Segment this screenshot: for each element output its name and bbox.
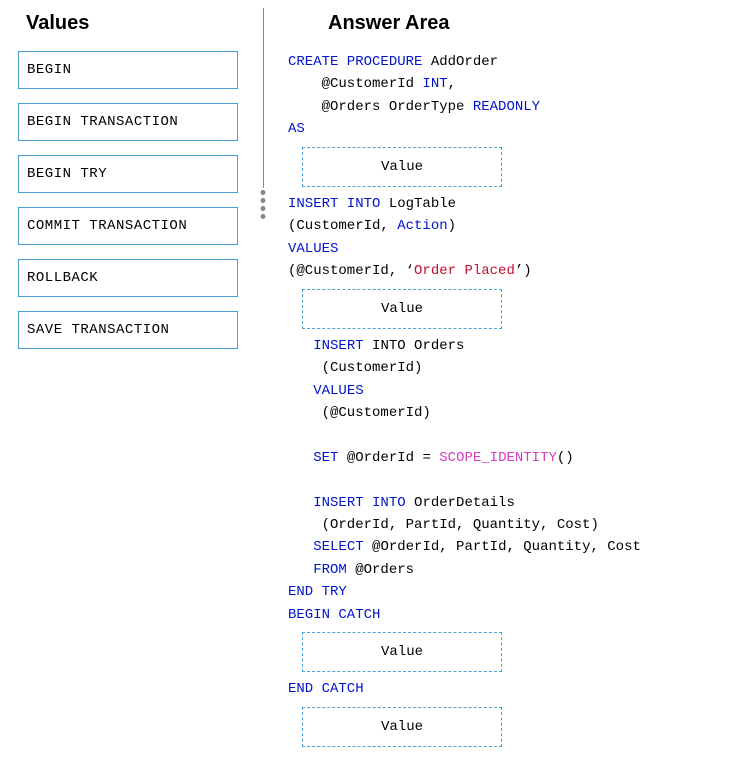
txt-orderid: @OrderId = — [338, 450, 439, 466]
drop-target-3[interactable]: Value — [302, 632, 502, 672]
kw-create-procedure: CREATE PROCEDURE — [288, 54, 422, 70]
txt-valclose: ’) — [515, 263, 532, 279]
txt-paren1: ) — [448, 218, 456, 234]
drop-target-2[interactable]: Value — [302, 289, 502, 329]
txt-cols2: (CustomerId) — [288, 360, 422, 376]
txt-from-orders: @Orders — [347, 562, 414, 578]
txt-orderdetails: OrderDetails — [406, 495, 515, 511]
sp17 — [288, 562, 313, 578]
value-item-commit-transaction[interactable]: COMMIT TRANSACTION — [18, 207, 238, 245]
drop-target-1[interactable]: Value — [302, 147, 502, 187]
txt-orders: @Orders OrderType — [288, 99, 473, 115]
kw-end-catch: END CATCH — [288, 681, 364, 697]
kw-values-2: VALUES — [313, 383, 363, 399]
sp16 — [288, 539, 313, 555]
txt-logtable: LogTable — [380, 196, 456, 212]
txt-cols1: (CustomerId, — [288, 218, 397, 234]
answer-panel: Answer Area CREATE PROCEDURE AddOrder @C… — [278, 8, 733, 753]
value-item-begin-try[interactable]: BEGIN TRY — [18, 155, 238, 193]
drop-target-4[interactable]: Value — [302, 707, 502, 747]
kw-select: SELECT — [313, 539, 363, 555]
sp14 — [288, 495, 313, 511]
txt-parens: () — [557, 450, 574, 466]
drag-handle-icon[interactable] — [261, 188, 266, 221]
sp13 — [288, 450, 313, 466]
answer-heading: Answer Area — [328, 12, 723, 35]
kw-set: SET — [313, 450, 338, 466]
kw-readonly: READONLY — [473, 99, 540, 115]
kw-begin-catch: BEGIN CATCH — [288, 607, 380, 623]
txt-into-orders: INTO Orders — [364, 338, 465, 354]
values-panel: Values BEGIN BEGIN TRANSACTION BEGIN TRY… — [8, 8, 248, 363]
kw-values-1: VALUES — [288, 241, 338, 257]
kw-int: INT — [422, 76, 447, 92]
kw-insert-2: INSERT — [313, 338, 363, 354]
value-item-save-transaction[interactable]: SAVE TRANSACTION — [18, 311, 238, 349]
divider — [248, 8, 278, 188]
txt-selectcols: @OrderId, PartId, Quantity, Cost — [364, 539, 641, 555]
txt-cols3: (OrderId, PartId, Quantity, Cost) — [288, 517, 599, 533]
str-order-placed: Order Placed — [414, 263, 515, 279]
kw-insert-into-3: INSERT INTO — [313, 495, 405, 511]
fn-scope-identity: SCOPE_IDENTITY — [439, 450, 557, 466]
value-item-begin-transaction[interactable]: BEGIN TRANSACTION — [18, 103, 238, 141]
divider-line — [263, 8, 264, 188]
txt-addorder: AddOrder — [422, 54, 498, 70]
txt-customerid: @CustomerId — [288, 76, 422, 92]
main-container: Values BEGIN BEGIN TRANSACTION BEGIN TRY… — [8, 8, 733, 753]
values-heading: Values — [26, 12, 238, 35]
txt-valopen: (@CustomerId, ‘ — [288, 263, 414, 279]
value-item-begin[interactable]: BEGIN — [18, 51, 238, 89]
kw-insert-into-1: INSERT INTO — [288, 196, 380, 212]
value-item-rollback[interactable]: ROLLBACK — [18, 259, 238, 297]
sp11 — [288, 383, 313, 399]
kw-end-try: END TRY — [288, 584, 347, 600]
txt-vals2: (@CustomerId) — [288, 405, 431, 421]
code-block: CREATE PROCEDURE AddOrder @CustomerId IN… — [288, 51, 723, 753]
kw-from: FROM — [313, 562, 347, 578]
kw-as: AS — [288, 121, 305, 137]
sp9 — [288, 338, 313, 354]
kw-action: Action — [397, 218, 447, 234]
txt-comma1: , — [448, 76, 456, 92]
